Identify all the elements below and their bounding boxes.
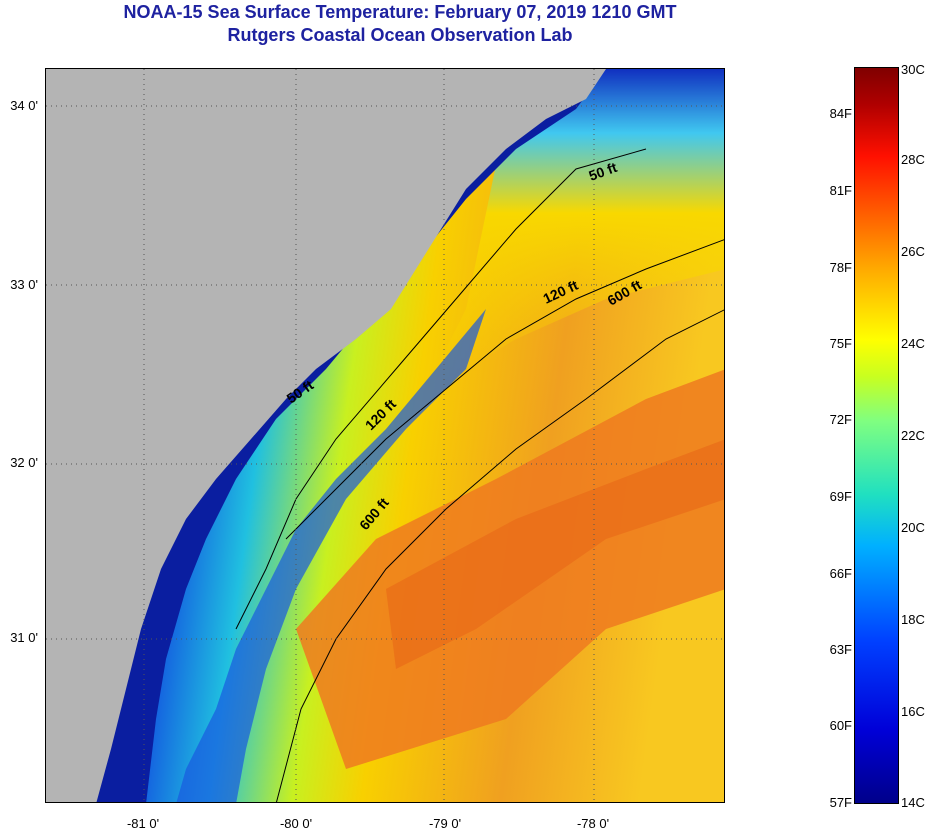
- colorbar-c-20: 20C: [901, 520, 925, 535]
- lat-label-33: 33 0': [10, 277, 38, 292]
- colorbar-c-30: 30C: [901, 62, 925, 77]
- lon-label-80: -80 0': [279, 816, 313, 831]
- coastal-transition: [176, 309, 486, 802]
- colorbar-f-81: 81F: [829, 183, 852, 198]
- colorbar-c-22: 22C: [901, 428, 925, 443]
- colorbar-c-18: 18C: [901, 612, 925, 627]
- lat-label-32: 32 0': [10, 455, 38, 470]
- colorbar-f-78: 78F: [829, 260, 852, 275]
- isobath-600: [276, 309, 724, 802]
- colorbar-f-57: 57F: [829, 795, 852, 810]
- sst-map: 50 ft 50 ft 120 ft 120 ft 600 ft 600 ft: [45, 68, 725, 803]
- sst-map-svg: 50 ft 50 ft 120 ft 120 ft 600 ft 600 ft: [46, 69, 724, 802]
- colorbar-c-28: 28C: [901, 152, 925, 167]
- colorbar-c-26: 26C: [901, 244, 925, 259]
- colorbar-c-14: 14C: [901, 795, 925, 810]
- map-subtitle: Rutgers Coastal Ocean Observation Lab: [227, 25, 573, 45]
- lon-label-81: -81 0': [126, 816, 160, 831]
- colorbar-f-72: 72F: [829, 412, 852, 427]
- colorbar-f-84: 84F: [829, 106, 852, 121]
- colorbar-f-66: 66F: [829, 566, 852, 581]
- graticule: [46, 69, 724, 802]
- isobath-120: [285, 239, 724, 540]
- colorbar-f-69: 69F: [829, 489, 852, 504]
- map-title: NOAA-15 Sea Surface Temperature: Februar…: [123, 2, 677, 22]
- colorbar-c-16: 16C: [901, 704, 925, 719]
- land-mass: [46, 69, 606, 802]
- gulf-stream-core: [386, 439, 724, 669]
- lat-label-31: 31 0': [10, 630, 38, 645]
- lon-label-79: -79 0': [428, 816, 462, 831]
- isobath-50: [235, 148, 647, 630]
- colorbar-f-75: 75F: [829, 336, 852, 351]
- colorbar-f-63: 63F: [829, 642, 852, 657]
- temperature-colorbar: [854, 67, 899, 804]
- lon-label-78: -78 0': [576, 816, 610, 831]
- colorbar-f-60: 60F: [829, 718, 852, 733]
- lat-label-34: 34 0': [10, 98, 38, 113]
- colorbar-c-24: 24C: [901, 336, 925, 351]
